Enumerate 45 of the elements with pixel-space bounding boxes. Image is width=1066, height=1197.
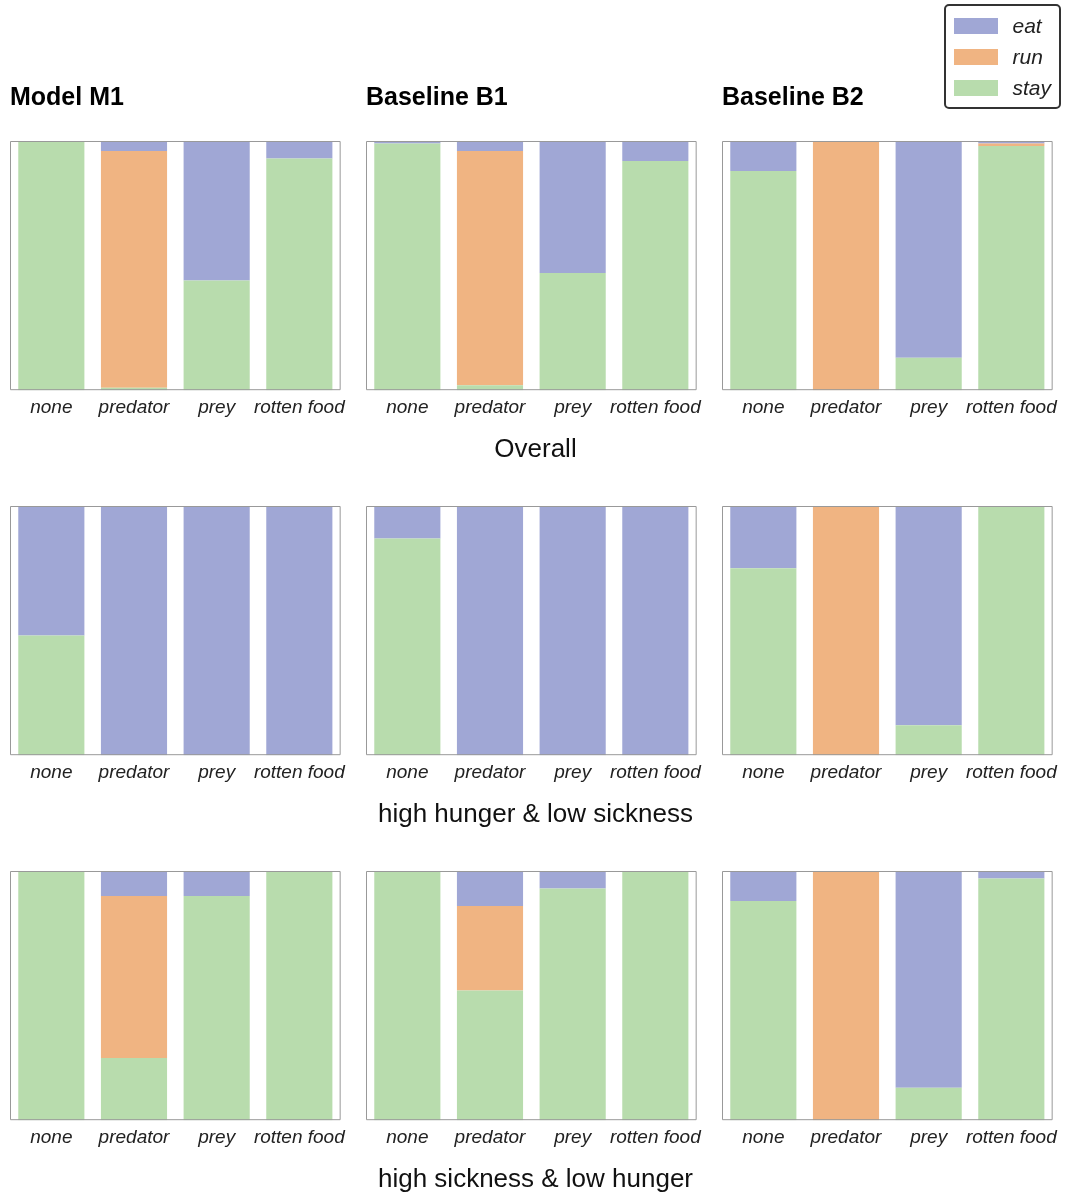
x-tick-label: none bbox=[742, 760, 785, 782]
x-tick-label: predator bbox=[453, 760, 527, 782]
chart-title: Model M1 bbox=[10, 81, 124, 110]
x-tick-label: rotten food bbox=[965, 1125, 1059, 1147]
x-tick-label: rotten food bbox=[965, 760, 1059, 782]
x-tick-label: prey bbox=[553, 1125, 593, 1147]
chart-title: Baseline B1 bbox=[366, 81, 508, 110]
x-tick-label: none bbox=[30, 760, 73, 782]
x-tick-label: predator bbox=[97, 760, 171, 782]
x-tick-label: prey bbox=[909, 395, 949, 417]
x-tick-label: prey bbox=[197, 1125, 237, 1147]
x-axis-title: high sickness & low hunger bbox=[377, 1163, 694, 1194]
x-tick-label: none bbox=[30, 395, 73, 417]
x-tick-label: none bbox=[742, 395, 785, 417]
x-tick-label: predator bbox=[453, 395, 527, 417]
x-axis-title: Overall bbox=[494, 433, 577, 464]
x-tick-label: predator bbox=[809, 1125, 883, 1147]
x-tick-label: rotten food bbox=[609, 760, 703, 782]
x-tick-label: predator bbox=[809, 760, 883, 782]
x-tick-label: predator bbox=[453, 1125, 527, 1147]
x-axis-title: high hunger & low sickness bbox=[377, 798, 694, 829]
legend-label: run bbox=[1012, 44, 1043, 69]
x-tick-label: prey bbox=[909, 1125, 949, 1147]
x-tick-label: none bbox=[386, 395, 429, 417]
legend-label: eat bbox=[1012, 13, 1042, 38]
chart-title: Baseline B2 bbox=[722, 81, 864, 110]
x-tick-label: rotten food bbox=[253, 395, 347, 417]
x-tick-label: none bbox=[742, 1125, 785, 1147]
x-tick-label: predator bbox=[809, 395, 883, 417]
x-tick-label: prey bbox=[553, 760, 593, 782]
x-tick-label: predator bbox=[97, 395, 171, 417]
x-tick-label: prey bbox=[909, 760, 949, 782]
x-tick-label: predator bbox=[97, 1125, 171, 1147]
x-tick-label: none bbox=[30, 1125, 73, 1147]
x-tick-label: rotten food bbox=[609, 1125, 703, 1147]
x-tick-label: prey bbox=[197, 395, 237, 417]
x-tick-label: rotten food bbox=[253, 1125, 347, 1147]
x-tick-label: rotten food bbox=[609, 395, 703, 417]
x-tick-label: rotten food bbox=[965, 395, 1059, 417]
x-tick-label: prey bbox=[553, 395, 593, 417]
x-tick-label: none bbox=[386, 1125, 429, 1147]
x-tick-label: none bbox=[386, 760, 429, 782]
x-tick-label: rotten food bbox=[253, 760, 347, 782]
x-tick-label: prey bbox=[197, 760, 237, 782]
legend-label: stay bbox=[1012, 75, 1051, 100]
